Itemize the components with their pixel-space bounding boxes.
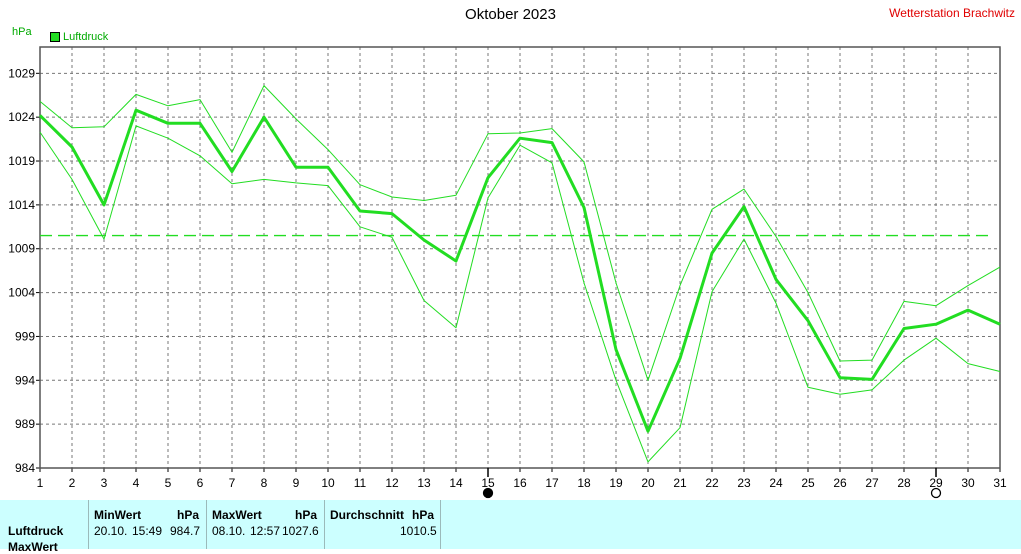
stats-row-label-pressure: Luftdruck [8,524,64,538]
y-axis-unit: hPa [12,26,32,38]
full-moon-icon [930,487,942,499]
x-tick-label: 31 [993,476,1007,490]
max-date: 08.10. [212,524,246,538]
y-tick-label: 989 [15,417,35,431]
x-tick-label: 9 [293,476,300,490]
x-tick-label: 7 [229,476,236,490]
stats-separator [88,500,89,549]
x-tick-label: 5 [165,476,172,490]
y-tick-label: 1009 [8,242,35,256]
legend: Luftdruck [50,31,108,43]
legend-label: Luftdruck [63,31,109,43]
chart-title: Oktober 2023 [465,6,556,23]
x-tick-label: 6 [197,476,204,490]
y-tick-label: 1024 [8,110,35,124]
stats-separator [324,500,325,549]
x-tick-label: 10 [321,476,335,490]
max-time: 12:57 [250,524,281,538]
x-tick-label: 20 [641,476,655,490]
series-line-mean [38,108,1001,433]
x-tick-label: 28 [897,476,911,490]
avg-header: Durchschnitt [330,508,405,522]
x-tick-label: 2 [69,476,76,490]
series-line-min [39,125,1001,463]
x-tick-label: 23 [737,476,751,490]
x-tick-label: 25 [801,476,815,490]
y-tick-label: 1014 [8,198,35,212]
x-tick-label: 4 [133,476,140,490]
x-tick-label: 11 [354,476,367,490]
pressure-chart: 1 2 3 4 5 6 7 8 9 10 11 12 13 14 15 16 17 18 19 20 21 22 23 24 2… [8,46,1007,499]
x-tick-label: 30 [961,476,975,490]
x-tick-label: 16 [513,476,527,490]
series-line-max [39,85,1001,381]
min-value: 984.7 [170,524,201,538]
max-header: MaxWert [212,508,262,522]
avg-value: 1010.5 [400,524,437,538]
y-tick-label: 1019 [8,154,35,168]
new-moon-icon [482,487,494,499]
x-tick-label: 21 [673,476,687,490]
x-tick-label: 29 [929,476,943,490]
x-tick-label: 12 [385,476,399,490]
max-value: 1027.6 [282,524,319,538]
x-tick-label: 14 [449,476,463,490]
x-tick-label: 17 [545,476,559,490]
x-tick-label: 24 [769,476,783,490]
legend-swatch [50,32,60,42]
y-tick-label: 1004 [8,286,35,300]
plot-frame [39,46,1001,469]
stats-row-label-max: MaxWert [8,540,58,554]
x-tick-label: 15 [481,476,495,490]
x-tick-label: 1 [37,476,44,490]
x-tick-label: 27 [865,476,879,490]
x-tick-label: 19 [609,476,623,490]
max-unit: hPa [295,508,318,522]
x-tick-label: 13 [417,476,431,490]
stats-panel: Luftdruck MaxWert MinWert hPa 20.10. 15:… [0,500,1021,554]
y-tick-label: 999 [15,329,35,343]
stats-separator [206,500,207,549]
x-tick-label: 18 [577,476,591,490]
stats-separator [440,500,441,549]
avg-unit: hPa [412,508,435,522]
min-time: 15:49 [132,524,163,538]
station-name: Wetterstation Brachwitz [889,6,1015,20]
min-unit: hPa [177,508,200,522]
x-tick-label: 8 [261,476,268,490]
y-tick-label: 994 [15,373,35,387]
x-tick-label: 22 [705,476,719,490]
min-header: MinWert [94,508,142,522]
x-tick-label: 26 [833,476,847,490]
x-tick-label: 3 [101,476,108,490]
y-tick-label: 984 [15,461,35,475]
y-tick-label: 1029 [8,66,35,80]
min-date: 20.10. [94,524,128,538]
